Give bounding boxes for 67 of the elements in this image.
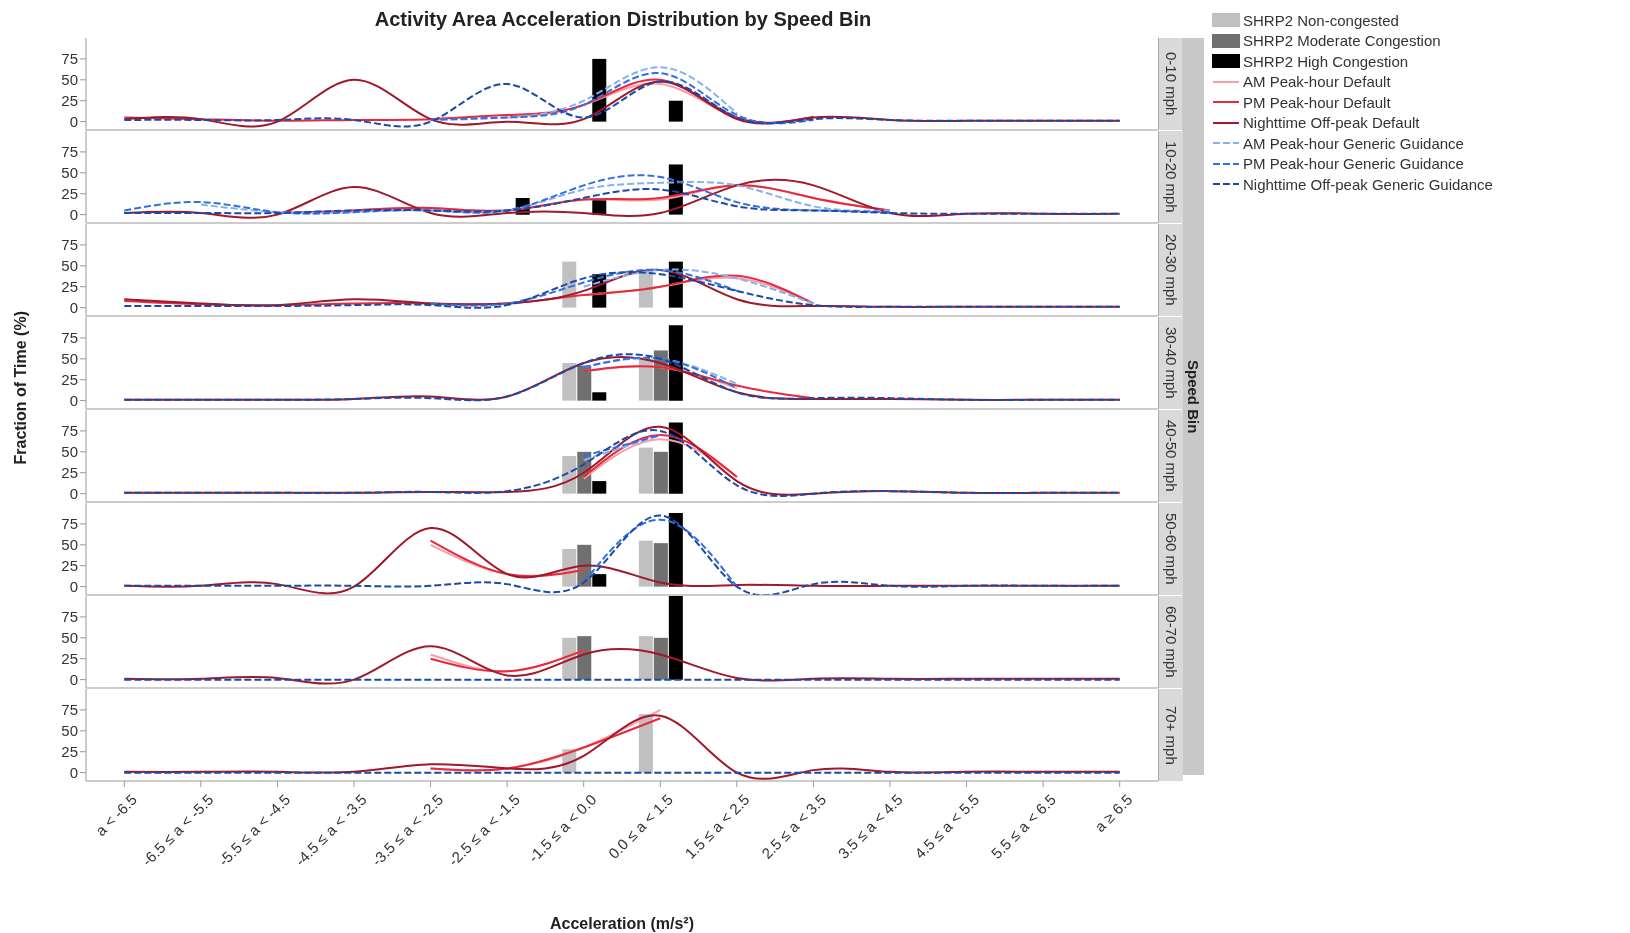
- y-tick-label: 75: [61, 143, 78, 161]
- y-tick-label: 25: [61, 557, 78, 575]
- text: 20-30 mph: [1162, 234, 1180, 306]
- chart-title: Activity Area Acceleration Distribution by Speed Bin: [373, 8, 873, 32]
- y-tick-label: 75: [61, 329, 78, 347]
- y-tick-label: 0: [69, 298, 78, 316]
- y-tick-label: 25: [61, 743, 78, 761]
- y-tick-label: 0: [69, 484, 78, 502]
- y-tick-label: 50: [61, 257, 78, 275]
- legend-label: AM Peak-hour Generic Guidance: [1243, 134, 1464, 152]
- y-tick-label: 75: [61, 50, 78, 68]
- legend-label: AM Peak-hour Default: [1243, 73, 1391, 91]
- y-tick-label: 0: [69, 670, 78, 688]
- x-tick-label: 5.5 ≤ a < 6.5: [987, 790, 1059, 862]
- legend-label: SHRP2 High Congestion: [1243, 52, 1409, 70]
- text: Speed Bin: [1184, 360, 1202, 434]
- x-tick-label: 1.5 ≤ a < 2.5: [681, 790, 753, 862]
- text: 40-50 mph: [1162, 420, 1180, 492]
- y-tick-label: 50: [61, 536, 78, 554]
- legend-label: SHRP2 Non-congested: [1243, 11, 1399, 29]
- y-tick-label: 25: [61, 650, 78, 668]
- x-tick-label: 2.5 ≤ a < 3.5: [757, 790, 830, 862]
- y-tick-label: 0: [69, 391, 78, 409]
- x-tick-label: -3.5 ≤ a < -2.5: [368, 790, 447, 870]
- legend-label: SHRP2 Moderate Congestion: [1243, 32, 1441, 50]
- legend-label: Nighttime Off-peak Default: [1243, 114, 1420, 132]
- y-tick-label: 25: [61, 185, 78, 203]
- y-tick-label: 0: [69, 205, 78, 223]
- text: 10-20 mph: [1162, 141, 1180, 213]
- x-axis-title: Acceleration (m/s²): [548, 915, 695, 933]
- y-axis-title: Fraction of Time (%): [12, 311, 30, 465]
- y-tick-label: 75: [61, 608, 78, 626]
- legend-label: PM Peak-hour Default: [1243, 93, 1391, 111]
- y-tick-label: 25: [61, 371, 78, 389]
- x-tick-label: a < -6.5: [91, 790, 141, 840]
- legend-label: Nighttime Off-peak Generic Guidance: [1243, 175, 1493, 193]
- y-tick-label: 0: [69, 112, 78, 130]
- text: 50-60 mph: [1162, 513, 1180, 585]
- x-tick-label: -6.5 ≤ a < -5.5: [138, 790, 217, 870]
- x-tick-label: 4.5 ≤ a < 5.5: [911, 790, 983, 862]
- y-tick-label: 25: [61, 278, 78, 296]
- x-tick-label: 0.0 ≤ a < 1.5: [604, 790, 677, 862]
- y-tick-label: 0: [69, 763, 78, 781]
- text: 70+ mph: [1162, 705, 1180, 765]
- y-tick-label: 50: [61, 71, 78, 89]
- y-tick-label: 50: [61, 164, 78, 182]
- y-tick-label: 50: [61, 350, 78, 368]
- y-tick-label: 25: [61, 464, 78, 482]
- y-tick-label: 75: [61, 236, 78, 254]
- y-tick-label: 50: [61, 629, 78, 647]
- text: 60-70 mph: [1162, 606, 1180, 678]
- y-tick-label: 75: [61, 422, 78, 440]
- y-tick-label: 25: [61, 92, 78, 110]
- x-tick-label: -1.5 ≤ a < 0.0: [524, 790, 600, 866]
- legend-label: PM Peak-hour Generic Guidance: [1243, 155, 1464, 173]
- text: 30-40 mph: [1162, 327, 1180, 399]
- x-tick-label: -2.5 ≤ a < -1.5: [444, 790, 523, 870]
- y-tick-label: 0: [69, 577, 78, 595]
- y-tick-label: 50: [61, 722, 78, 740]
- y-tick-label: 50: [61, 443, 78, 461]
- y-tick-label: 75: [61, 515, 78, 533]
- text: 0-10 mph: [1162, 52, 1180, 116]
- x-tick-label: -5.5 ≤ a < -4.5: [214, 790, 294, 870]
- x-tick-label: 3.5 ≤ a < 4.5: [834, 790, 906, 862]
- x-tick-label: -4.5 ≤ a < -3.5: [291, 790, 370, 870]
- y-tick-label: 75: [61, 701, 78, 719]
- x-tick-label: a ≥ 6.5: [1091, 790, 1136, 836]
